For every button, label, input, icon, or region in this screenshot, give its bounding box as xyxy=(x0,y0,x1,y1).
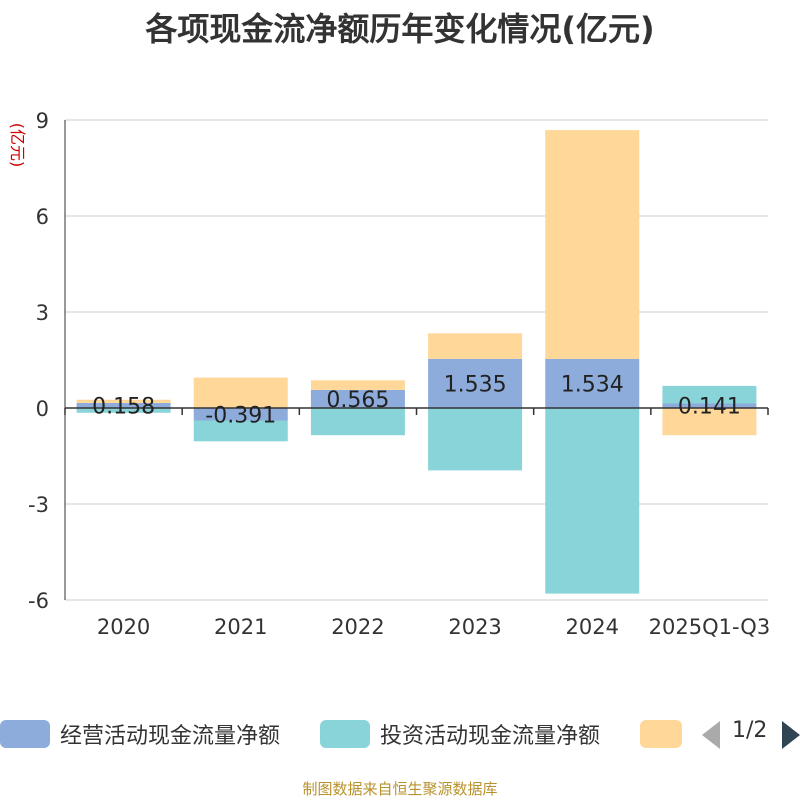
bar-series1-2020 xyxy=(76,408,171,413)
bar-series0-2023 xyxy=(428,358,523,408)
y-tick-label: 9 xyxy=(36,109,49,133)
y-tick-label: 0 xyxy=(36,397,49,421)
y-axis-title: (亿元) xyxy=(8,123,27,168)
bar-series1-2023 xyxy=(428,408,523,471)
x-tick-label: 2024 xyxy=(566,615,619,639)
bar-series1-2024 xyxy=(545,408,640,594)
data-label: 0.565 xyxy=(326,388,389,413)
bar-series2-2021 xyxy=(193,377,288,408)
bar-series0-2020 xyxy=(76,402,171,408)
chart-plot: -6 -3 0 3 6 9 (亿元) 2020 2021 2022 2023 2024 2025Q1-Q… xyxy=(8,109,771,639)
data-label: 1.534 xyxy=(561,372,624,397)
data-label: -0.391 xyxy=(205,403,276,428)
legend-label-investing: 投资活动现金流量净额 xyxy=(380,724,601,749)
bar-series2-2020 xyxy=(76,399,171,403)
bar-series2-2022 xyxy=(310,380,405,390)
bar-series2-2024 xyxy=(545,130,640,359)
bar-series2-2023 xyxy=(428,333,523,359)
data-label: 0.158 xyxy=(92,394,155,419)
legend-prev-page-icon[interactable] xyxy=(702,721,720,749)
x-tick-label: 2025Q1-Q3 xyxy=(649,615,771,639)
bar-series2-2025Q1-Q3 xyxy=(662,408,757,436)
bar-series1-2022 xyxy=(310,408,405,436)
legend-page-indicator: 1/2 xyxy=(732,718,768,743)
y-tick-label: 3 xyxy=(36,301,49,325)
legend-label-operating: 经营活动现金流量净额 xyxy=(60,724,281,749)
source-note: 制图数据来自恒生聚源数据库 xyxy=(302,780,498,798)
bar-series0-2025Q1-Q3 xyxy=(662,403,757,408)
data-label: 1.535 xyxy=(444,372,507,397)
bar-series0-2024 xyxy=(545,358,640,408)
data-label: 0.141 xyxy=(678,395,741,420)
legend: 经营活动现金流量净额 投资活动现金流量净额 1/2 xyxy=(0,716,800,752)
y-tick-label: -3 xyxy=(28,493,49,517)
bar-series0-2021 xyxy=(193,408,288,421)
chart-title: 各项现金流净额历年变化情况(亿元) xyxy=(145,10,655,48)
bar-series1-2025Q1-Q3 xyxy=(662,385,757,404)
x-tick-label: 2020 xyxy=(97,615,150,639)
y-tick-label: -6 xyxy=(28,589,49,613)
y-tick-label: 6 xyxy=(36,205,49,229)
legend-swatch-third xyxy=(640,720,682,748)
x-tick-label: 2021 xyxy=(214,615,267,639)
x-tick-label: 2022 xyxy=(331,615,384,639)
legend-swatch-investing xyxy=(320,720,370,748)
bar-series1-2021 xyxy=(193,420,288,442)
x-tick-label: 2023 xyxy=(448,615,501,639)
legend-next-page-icon[interactable] xyxy=(782,721,800,749)
bar-series0-2022 xyxy=(310,389,405,408)
legend-swatch-operating xyxy=(0,720,50,748)
